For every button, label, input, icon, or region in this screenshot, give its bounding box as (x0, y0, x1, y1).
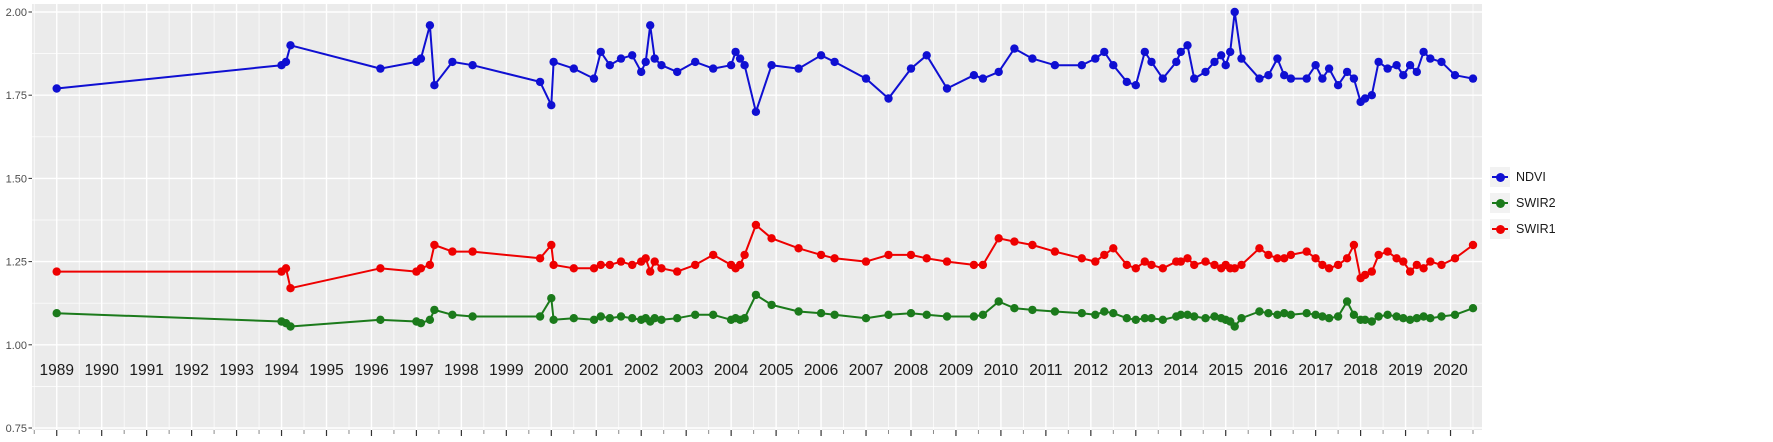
x-tick-label: 2003 (669, 362, 703, 379)
y-tick-label: 1.25 (6, 257, 27, 269)
plot-panel (32, 4, 1482, 430)
x-tick-label: 2017 (1298, 362, 1332, 379)
series-points-ndvi (52, 7, 1478, 117)
x-tick-label: 1992 (174, 362, 208, 379)
x-tick-label: 2013 (1119, 362, 1153, 379)
x-tick-label: 1991 (129, 362, 163, 379)
x-tick-label: 2008 (894, 362, 928, 379)
x-tick-label: 2002 (624, 362, 658, 379)
x-tick-label: 1989 (39, 362, 73, 379)
x-tick-label: 1999 (489, 362, 523, 379)
x-tick-label: 1996 (354, 362, 388, 379)
legend-key (1490, 166, 1510, 187)
x-tick-label: 2004 (714, 362, 749, 379)
y-tick-label: 1.00 (6, 340, 27, 352)
legend: NDVI SWIR2 SWIR1 (1490, 166, 1556, 239)
legend-key (1490, 218, 1510, 239)
x-tick-label: 2010 (984, 362, 1019, 379)
x-tick-label: 2020 (1433, 362, 1468, 379)
x-tick-label: 2019 (1388, 362, 1422, 379)
x-tick-label: 1994 (264, 362, 299, 379)
series-swir1 (52, 220, 1478, 293)
legend-item-ndvi: NDVI (1490, 166, 1556, 187)
series-line-ndvi (55, 11, 1474, 113)
series-points-swir1 (52, 220, 1478, 293)
major-gridlines (32, 4, 1482, 430)
point-swatch-icon (1496, 198, 1505, 208)
series-swir2 (52, 290, 1478, 331)
legend-key (1490, 192, 1510, 213)
series-ndvi (52, 7, 1478, 117)
x-tick-label: 2001 (579, 362, 613, 379)
legend-item-swir1: SWIR1 (1490, 218, 1556, 239)
x-axis (33, 430, 1474, 436)
legend-label: SWIR1 (1516, 221, 1556, 236)
series-points-swir2 (52, 290, 1478, 331)
x-tick-label: 2015 (1208, 362, 1242, 379)
x-tick-label: 2014 (1164, 362, 1199, 379)
x-tick-label: 2009 (939, 362, 973, 379)
x-tick-label: 2012 (1074, 362, 1108, 379)
legend-label: SWIR2 (1516, 195, 1556, 210)
x-tick-label: 2000 (534, 362, 569, 379)
x-tick-label: 2007 (849, 362, 883, 379)
x-tick-label: 2016 (1253, 362, 1287, 379)
legend-item-swir2: SWIR2 (1490, 192, 1556, 213)
legend-label: NDVI (1516, 169, 1546, 184)
x-tick-label: 2005 (759, 362, 793, 379)
y-tick-label: 1.50 (6, 173, 27, 185)
x-tick-label: 2018 (1343, 362, 1377, 379)
x-tick-label: 1997 (399, 362, 433, 379)
y-tick-label: 2.00 (6, 7, 27, 19)
point-swatch-icon (1496, 224, 1505, 234)
x-axis-labels: 1989 1990 1991 1992 1993 1994 1995 1996 1997 1998… (39, 362, 1468, 379)
x-tick-label: 2006 (804, 362, 838, 379)
x-tick-label: 1998 (444, 362, 478, 379)
x-tick-label: 1995 (309, 362, 343, 379)
y-axis: 0.75 1.00 1.25 1.50 1.75 2.00 (6, 7, 32, 435)
x-tick-label: 1993 (219, 362, 253, 379)
point-swatch-icon (1496, 172, 1505, 182)
y-tick-label: 0.75 (6, 423, 27, 435)
x-tick-label: 2011 (1029, 362, 1062, 379)
y-tick-label: 1.75 (6, 90, 27, 102)
x-tick-label: 1990 (84, 362, 119, 379)
